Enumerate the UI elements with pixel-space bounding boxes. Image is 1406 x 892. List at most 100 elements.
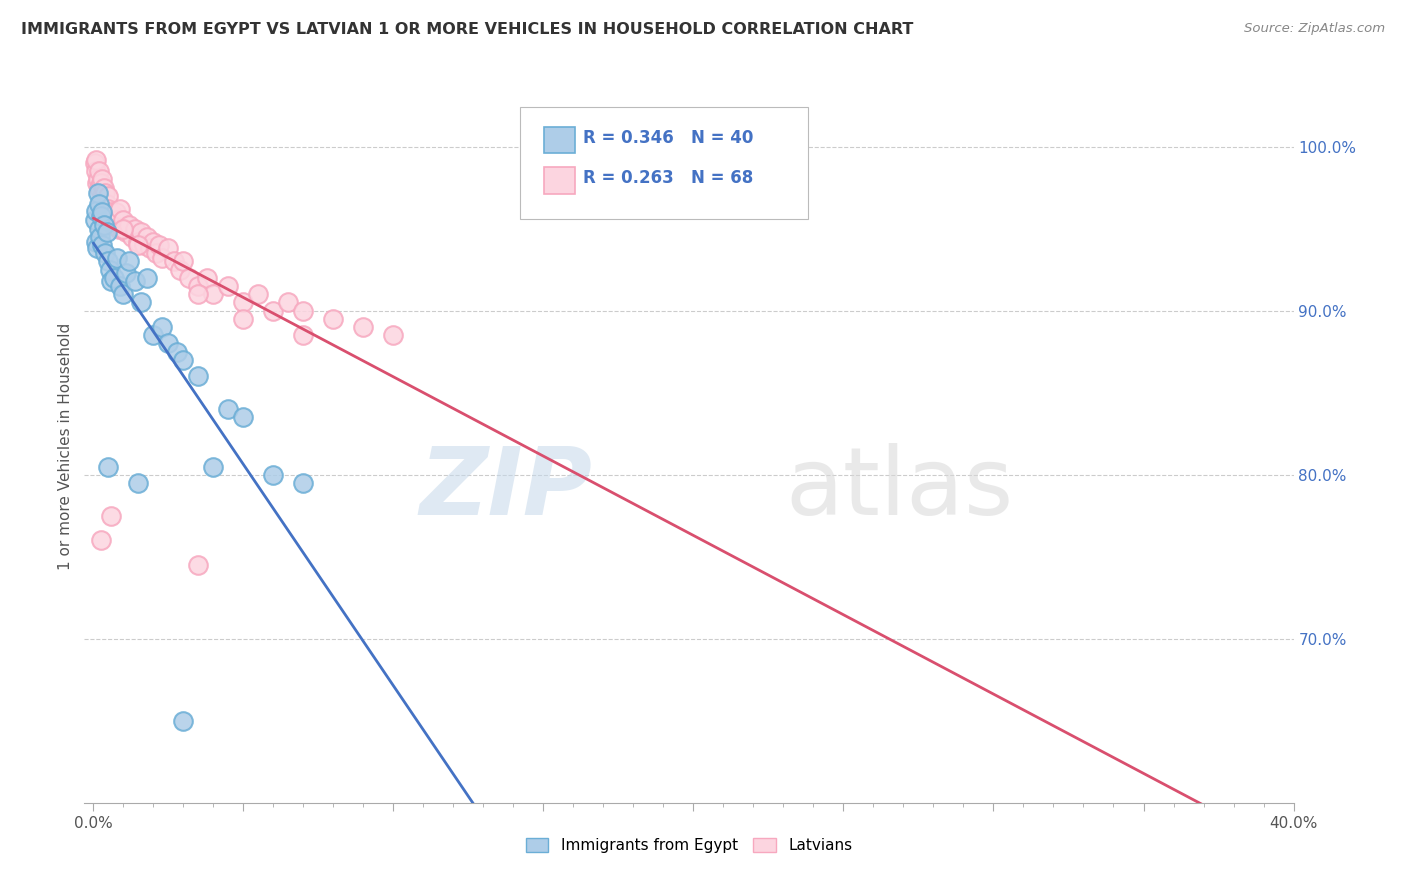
Point xyxy=(187,558,209,572)
Point xyxy=(87,186,110,200)
Point xyxy=(110,202,132,216)
Point xyxy=(262,303,284,318)
Point xyxy=(150,251,173,265)
Point xyxy=(217,279,239,293)
Point xyxy=(105,251,128,265)
Point xyxy=(103,270,125,285)
Point xyxy=(124,221,146,235)
Point xyxy=(163,254,186,268)
Point xyxy=(94,209,117,223)
Text: ZIP: ZIP xyxy=(419,442,592,535)
Point xyxy=(90,533,112,548)
Point xyxy=(89,230,111,244)
Point xyxy=(172,352,194,367)
Point xyxy=(187,369,209,384)
Point xyxy=(127,238,149,252)
Point xyxy=(202,459,225,474)
Point xyxy=(98,262,121,277)
Point xyxy=(131,295,153,310)
Point xyxy=(89,164,111,178)
Point xyxy=(292,328,315,343)
Point xyxy=(232,295,254,310)
Point xyxy=(86,241,108,255)
Point xyxy=(93,180,115,194)
Point xyxy=(114,221,136,235)
Point xyxy=(247,287,270,301)
Point xyxy=(103,209,125,223)
Point xyxy=(187,287,209,301)
Point xyxy=(83,213,105,227)
Point xyxy=(100,205,122,219)
Point xyxy=(87,180,110,194)
Point xyxy=(127,235,149,249)
Point xyxy=(118,254,141,268)
Point xyxy=(262,467,284,482)
Point xyxy=(112,221,135,235)
Point xyxy=(292,475,315,490)
Point xyxy=(101,219,124,233)
Point xyxy=(148,238,170,252)
Point xyxy=(136,230,159,244)
Point xyxy=(124,274,146,288)
Point xyxy=(91,172,114,186)
Point xyxy=(89,197,111,211)
Point xyxy=(97,189,120,203)
Text: atlas: atlas xyxy=(786,442,1014,535)
Point xyxy=(112,213,135,227)
Text: Source: ZipAtlas.com: Source: ZipAtlas.com xyxy=(1244,22,1385,36)
Point xyxy=(90,176,112,190)
Point xyxy=(97,254,120,268)
Point xyxy=(150,320,173,334)
Text: IMMIGRANTS FROM EGYPT VS LATVIAN 1 OR MORE VEHICLES IN HOUSEHOLD CORRELATION CHA: IMMIGRANTS FROM EGYPT VS LATVIAN 1 OR MO… xyxy=(21,22,914,37)
Point xyxy=(94,246,117,260)
Point xyxy=(100,508,122,523)
Point xyxy=(91,238,114,252)
Point xyxy=(112,287,135,301)
Point xyxy=(90,205,112,219)
Point xyxy=(217,402,239,417)
Point xyxy=(84,164,107,178)
Point xyxy=(108,221,131,235)
Point xyxy=(127,475,149,490)
Point xyxy=(84,235,107,249)
Point xyxy=(87,221,110,235)
Point xyxy=(169,262,191,277)
Point xyxy=(100,274,122,288)
Point xyxy=(382,328,405,343)
Point xyxy=(142,328,165,343)
Point xyxy=(115,225,138,239)
Point xyxy=(166,344,188,359)
Point xyxy=(111,221,134,235)
Point xyxy=(202,287,225,301)
Point xyxy=(115,266,138,280)
Point xyxy=(86,153,108,167)
Point xyxy=(121,230,143,244)
Point xyxy=(90,209,112,223)
Y-axis label: 1 or more Vehicles in Household: 1 or more Vehicles in Household xyxy=(58,322,73,570)
Point xyxy=(90,189,112,203)
Legend: Immigrants from Egypt, Latvians: Immigrants from Egypt, Latvians xyxy=(519,832,859,859)
Point xyxy=(83,156,105,170)
Point xyxy=(232,311,254,326)
Point xyxy=(292,303,315,318)
Point xyxy=(172,254,194,268)
Point xyxy=(172,714,194,728)
Point xyxy=(87,172,110,186)
Point xyxy=(89,197,111,211)
Point xyxy=(105,213,128,227)
Point xyxy=(142,235,165,249)
Point xyxy=(96,197,118,211)
Point xyxy=(277,295,299,310)
Point xyxy=(118,219,141,233)
Point xyxy=(93,219,115,233)
Point xyxy=(91,192,114,206)
Point xyxy=(136,270,159,285)
Point xyxy=(110,279,132,293)
Point xyxy=(96,225,118,239)
Point xyxy=(187,279,209,293)
Point xyxy=(157,336,180,351)
Point xyxy=(134,238,156,252)
Point xyxy=(352,320,374,334)
Point xyxy=(232,410,254,425)
Point xyxy=(322,311,344,326)
